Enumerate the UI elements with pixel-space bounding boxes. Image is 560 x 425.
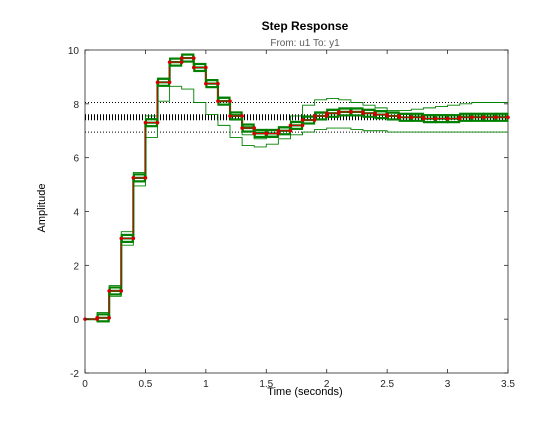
series-0-point <box>494 115 498 120</box>
series-0-point <box>107 289 111 293</box>
series-0-point <box>288 128 293 133</box>
series-0-point <box>276 128 281 133</box>
y-tick-label: -2 <box>70 369 79 380</box>
series-0-point <box>204 65 208 70</box>
series-0-point <box>433 116 438 121</box>
x-tick-label: 2 <box>324 379 330 390</box>
series-0-point <box>107 316 111 320</box>
series-0-point <box>506 115 510 120</box>
series-0-point <box>216 81 220 86</box>
series-0-point <box>324 114 329 118</box>
series-0-point <box>143 120 148 125</box>
series-0-point <box>457 115 462 120</box>
series-0-point <box>179 60 184 64</box>
x-tick-label: 0 <box>82 379 88 390</box>
series-0-point <box>191 56 196 60</box>
series-0-point <box>373 112 377 117</box>
y-tick-label: 2 <box>73 261 79 272</box>
series-0-point <box>349 110 353 114</box>
chart-subtitle: From: u1 To: y1 <box>270 38 340 49</box>
series-0-point <box>312 118 317 122</box>
series-0-point <box>179 56 184 60</box>
series-0-point <box>131 236 136 241</box>
series-0-point <box>252 131 256 136</box>
series-0-point <box>252 126 256 130</box>
axes-box <box>84 49 509 374</box>
series-0-point <box>264 131 269 136</box>
y-tick-label: 6 <box>73 154 79 165</box>
series-0-point <box>167 60 172 64</box>
series-0-point <box>300 118 305 122</box>
y-tick-label: 8 <box>73 100 79 111</box>
y-axis-label: Amplitude <box>36 184 48 233</box>
series-0-point <box>312 114 317 118</box>
series-markers <box>83 53 510 323</box>
x-tick-label: 1.5 <box>259 379 273 390</box>
series-0-point <box>204 81 208 86</box>
series-0-point <box>276 131 281 136</box>
series-0-point <box>119 236 124 241</box>
series-0-point <box>240 114 244 118</box>
series-0-point <box>191 65 196 70</box>
series-0-point <box>119 289 124 293</box>
series-0-point <box>167 80 172 85</box>
series-0-point <box>228 99 232 103</box>
x-tick-label: 2.5 <box>380 379 394 390</box>
y-tick-label: 4 <box>73 208 79 219</box>
chart-title: Step Response <box>262 19 349 33</box>
x-axis-label: Time (seconds) <box>267 386 342 398</box>
series-0-point <box>409 115 414 120</box>
series-0-point <box>300 123 305 128</box>
series-0-point <box>95 316 99 320</box>
series-0-point <box>288 123 293 128</box>
series-0-point <box>143 176 148 180</box>
series-0-point <box>469 115 474 120</box>
series-0-point <box>482 115 486 120</box>
y-tick-label: 0 <box>73 315 79 326</box>
series-0-point <box>155 80 160 85</box>
series-0-point <box>421 116 426 121</box>
x-tick-label: 1 <box>203 379 209 390</box>
series-0-point <box>397 115 402 120</box>
y-tick-label: 10 <box>68 46 80 57</box>
series-0-point <box>228 114 232 118</box>
series-0-point <box>445 116 450 121</box>
series-0-point <box>361 111 365 116</box>
series-0-point <box>337 110 341 114</box>
series-0-point <box>385 114 389 118</box>
series-0-point <box>216 99 220 103</box>
x-tick-label: 3.5 <box>501 379 515 390</box>
series-0-point <box>131 176 136 180</box>
series-0-point <box>324 111 329 116</box>
x-tick-label: 0.5 <box>138 379 152 390</box>
axes-frame <box>84 49 509 374</box>
x-tick-label: 3 <box>445 379 451 390</box>
series-0-point <box>240 126 244 130</box>
series-0-point <box>155 120 160 125</box>
